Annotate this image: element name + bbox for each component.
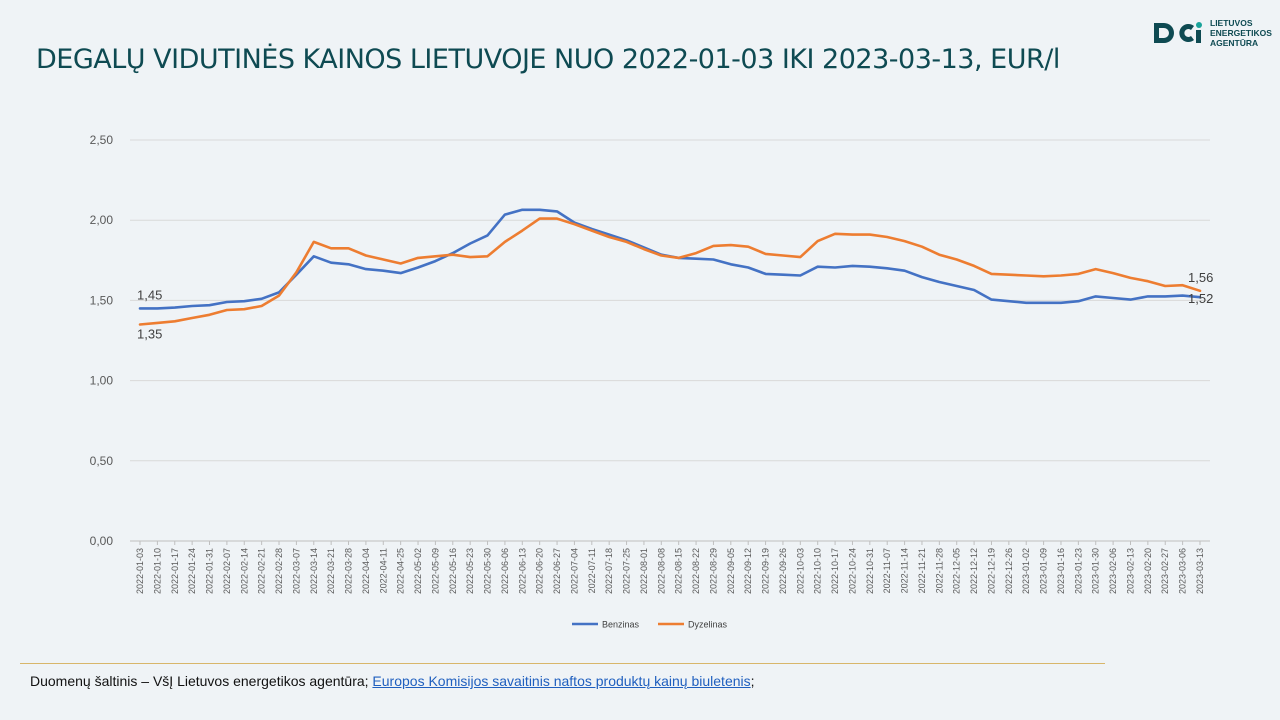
source-note: Duomenų šaltinis – VšĮ Lietuvos energeti… — [30, 673, 755, 689]
x-tick-label: 2022-06-06 — [500, 548, 510, 594]
x-tick-label: 2022-02-28 — [274, 548, 284, 594]
x-tick-label: 2022-01-31 — [205, 548, 215, 594]
x-tick-label: 2022-05-09 — [430, 548, 440, 594]
x-tick-label: 2022-09-19 — [761, 548, 771, 594]
x-tick-label: 2022-10-31 — [865, 548, 875, 594]
x-tick-label: 2022-09-26 — [778, 548, 788, 594]
x-tick-label: 2022-10-10 — [813, 548, 823, 594]
x-tick-label: 2022-12-12 — [969, 548, 979, 594]
legend-label: Dyzelinas — [688, 620, 728, 630]
x-tick-label: 2023-01-02 — [1021, 548, 1031, 594]
x-tick-label: 2022-12-05 — [952, 548, 962, 594]
x-tick-label: 2022-07-11 — [587, 548, 597, 593]
x-tick-label: 2023-01-23 — [1073, 548, 1083, 594]
x-tick-label: 2022-05-30 — [483, 548, 493, 594]
x-tick-label: 2022-11-28 — [934, 548, 944, 593]
x-tick-label: 2022-05-16 — [448, 548, 458, 594]
x-tick-label: 2022-06-20 — [535, 548, 545, 594]
x-tick-label: 2023-03-06 — [1178, 548, 1188, 594]
y-tick-label: 1,00 — [90, 374, 114, 388]
x-tick-label: 2022-06-13 — [517, 548, 527, 594]
x-tick-label: 2022-03-21 — [326, 548, 336, 594]
x-tick-label: 2022-08-22 — [691, 548, 701, 594]
data-label: 1,45 — [137, 287, 162, 302]
x-tick-label: 2022-07-25 — [622, 548, 632, 594]
x-tick-label: 2022-10-17 — [830, 548, 840, 594]
y-tick-label: 2,50 — [90, 133, 114, 147]
x-tick-label: 2022-07-04 — [569, 548, 579, 594]
x-tick-label: 2022-03-07 — [291, 548, 301, 594]
x-tick-label: 2022-05-02 — [413, 548, 423, 594]
source-link[interactable]: Europos Komisijos savaitinis naftos prod… — [372, 673, 751, 689]
y-tick-label: 0,50 — [90, 454, 114, 468]
series-line-dyzelinas — [138, 217, 1202, 326]
series-line-benzinas — [138, 208, 1202, 310]
x-tick-label: 2022-10-24 — [847, 548, 857, 594]
logo-line-3: AGENTŪRA — [1210, 38, 1259, 48]
y-tick-label: 1,50 — [90, 293, 114, 307]
y-tick-label: 2,00 — [90, 213, 114, 227]
x-tick-label: 2022-12-19 — [986, 548, 996, 594]
x-tick-label: 2023-02-27 — [1160, 548, 1170, 594]
logo-line-2: ENERGETIKOS — [1210, 28, 1272, 38]
x-tick-label: 2022-03-28 — [344, 548, 354, 594]
x-tick-label: 2022-09-12 — [743, 548, 753, 594]
x-tick-label: 2022-09-05 — [726, 548, 736, 594]
data-label: 1,56 — [1188, 270, 1213, 285]
agency-logo-text: LIETUVOS ENERGETIKOS AGENTŪRA — [1210, 18, 1272, 48]
x-tick-label: 2022-02-07 — [222, 548, 232, 594]
x-tick-label: 2022-11-14 — [900, 548, 910, 593]
x-tick-label: 2022-02-21 — [257, 548, 267, 594]
x-tick-label: 2022-12-26 — [1004, 548, 1014, 594]
x-tick-label: 2023-01-30 — [1091, 548, 1101, 594]
x-tick-label: 2022-11-07 — [882, 548, 892, 593]
page-title: DEGALŲ VIDUTINĖS KAINOS LIETUVOJE NUO 20… — [36, 44, 1060, 75]
legend-label: Benzinas — [602, 620, 640, 630]
footer-divider — [20, 663, 1105, 664]
y-tick-label: 0,00 — [90, 534, 114, 548]
x-tick-label: 2022-08-15 — [674, 548, 684, 594]
x-tick-label: 2023-01-09 — [1039, 548, 1049, 594]
fuel-price-line-chart: 0,00 0,50 1,00 1,50 2,00 2,50 2022-01-03 2022-0… — [90, 133, 1214, 630]
x-tick-label: 2022-05-23 — [465, 548, 475, 594]
x-tick-label: 2023-02-20 — [1143, 548, 1153, 594]
source-prefix: Duomenų šaltinis – VšĮ Lietuvos energeti… — [30, 673, 373, 689]
x-tick-label: 2022-04-04 — [361, 548, 371, 594]
x-tick-label: 2023-02-06 — [1108, 548, 1118, 594]
data-label: 1,35 — [137, 326, 162, 341]
x-tick-label: 2022-08-01 — [639, 548, 649, 594]
x-tick-label: 2022-06-27 — [552, 548, 562, 594]
x-tick-label: 2023-01-16 — [1056, 548, 1066, 594]
x-tick-label: 2022-01-10 — [152, 548, 162, 594]
x-tick-label: 2022-07-18 — [604, 548, 614, 594]
x-tick-label: 2023-03-13 — [1195, 548, 1205, 594]
x-tick-label: 2022-03-14 — [309, 548, 319, 594]
x-tick-label: 2023-02-13 — [1125, 548, 1135, 594]
x-tick-label: 2022-02-14 — [239, 548, 249, 594]
x-tick-label: 2022-11-21 — [917, 548, 927, 593]
x-tick-label: 2022-01-03 — [135, 548, 145, 594]
x-tick-label: 2022-08-29 — [708, 548, 718, 594]
x-tick-label: 2022-10-03 — [795, 548, 805, 594]
data-label: 1,52 — [1188, 291, 1213, 306]
x-tick-label: 2022-08-08 — [656, 548, 666, 594]
x-tick-label: 2022-04-25 — [396, 548, 406, 594]
source-suffix: ; — [750, 673, 755, 689]
logo-line-1: LIETUVOS — [1210, 18, 1253, 28]
agency-logo-icon — [1154, 22, 1202, 43]
x-tick-label: 2022-01-17 — [170, 548, 180, 594]
x-tick-label: 2022-04-11 — [378, 548, 388, 593]
x-tick-label: 2022-01-24 — [187, 548, 197, 594]
